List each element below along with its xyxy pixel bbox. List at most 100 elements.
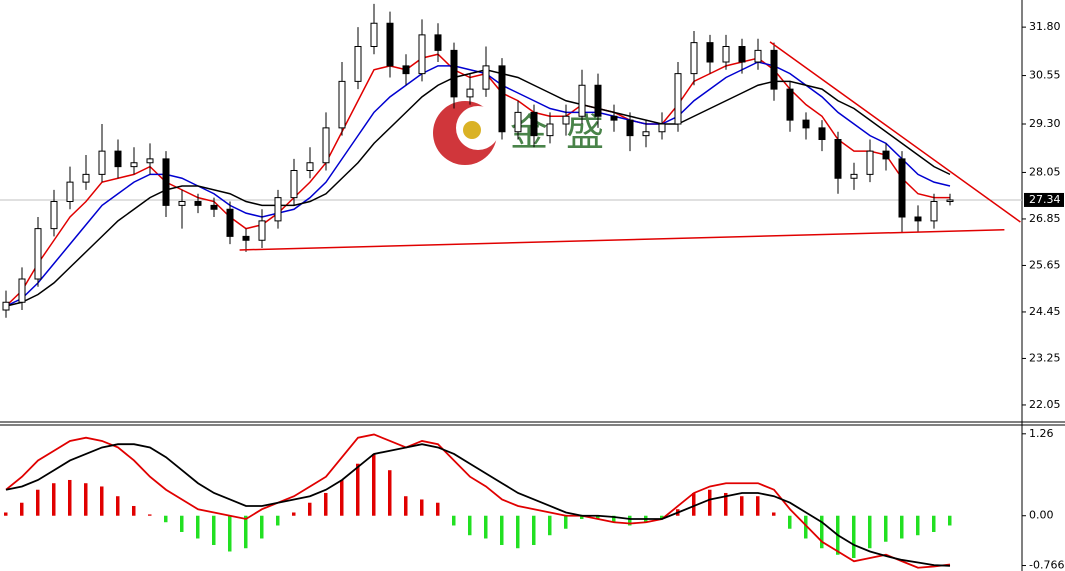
histogram-bar [756,496,760,516]
histogram-bar [516,515,520,549]
candle-body [930,201,938,222]
candle-body [578,84,586,117]
histogram-bar [692,492,696,516]
candle-body [130,162,138,168]
histogram-bar [276,515,280,526]
candle-body [146,158,154,164]
candle-body [562,115,570,125]
moving-average [5,53,950,307]
histogram-bar [868,515,872,549]
histogram-bar [324,492,328,516]
candle-body [626,119,634,137]
candle-body [290,170,298,199]
y-tick-label: 30.55 [1029,69,1061,82]
watermark-logo [463,121,481,139]
candle-body [482,65,490,90]
candle-body [338,80,346,129]
watermark: 金盛 [433,101,604,165]
y-tick-label: 31.80 [1029,20,1061,33]
candle-body [50,201,58,230]
histogram-bar [164,515,168,523]
histogram-bar [484,515,488,539]
histogram-bar [116,496,120,516]
histogram-bar [468,515,472,536]
y-tick-label: 23.25 [1029,351,1061,364]
histogram-bar [660,515,664,519]
candle-body [658,123,666,133]
histogram-bar [612,515,616,523]
histogram-bar [212,515,216,545]
histogram-bar [708,489,712,516]
macd-line [5,433,951,569]
histogram-bar [436,502,440,516]
candle-body [242,235,250,241]
candle-body [194,201,202,206]
histogram-bar [100,486,104,516]
candle-body [882,150,890,160]
histogram-bar [36,489,40,516]
candle-body [674,73,682,125]
histogram-bar [580,515,584,519]
candle-body [546,123,554,137]
candle-body [898,158,906,218]
candle-body [770,49,778,90]
candle-body [866,150,874,175]
candle-body [354,46,362,82]
histogram-bar [84,483,88,516]
histogram-bar [500,515,504,545]
histogram-bar [740,496,744,516]
histogram-bar [180,515,184,532]
candle-body [370,22,378,48]
histogram-bar [900,515,904,539]
candle-body [82,173,90,183]
moving-average [5,61,951,307]
candle-body [18,278,26,303]
candle-body [466,88,474,98]
histogram-bar [596,515,600,519]
histogram-bar [52,483,56,516]
candle-body [690,42,698,75]
histogram-bar [148,514,152,516]
histogram-bar [932,515,936,532]
histogram-bar [260,515,264,539]
candle-body [434,34,442,51]
histogram-bar [196,515,200,539]
macd-line [5,443,951,567]
candle-body [210,204,218,210]
histogram-bar [244,515,248,549]
histogram-bar [724,492,728,516]
candle-body [914,216,922,222]
histogram-bar [4,512,8,516]
candle-body [98,150,106,175]
y-tick-label: 0.00 [1029,509,1054,522]
histogram-bar [420,499,424,516]
last-price-box [1024,192,1064,207]
histogram-bar [340,479,344,516]
histogram-bar [548,515,552,536]
candle-body [386,22,394,67]
candle-body [322,127,330,164]
trendline [239,229,1005,251]
histogram-bar [884,515,888,542]
histogram-bar [228,515,232,552]
candle-body [610,115,618,121]
histogram-bar [404,496,408,516]
histogram-bar [788,515,792,529]
candle-body [450,49,458,98]
histogram-bar [916,515,920,536]
candle-body [418,34,426,75]
candle-body [498,65,506,133]
candle-body [594,84,602,117]
histogram-bar [452,515,456,526]
candle-body [818,127,826,141]
last-price-label: 27.34 [1029,193,1061,206]
candle-body [786,88,794,121]
candle-body [834,139,842,179]
candle-body [178,201,186,206]
y-tick-label: 29.30 [1029,117,1061,130]
y-tick-label: 24.45 [1029,305,1061,318]
y-tick-label: 1.26 [1029,427,1054,440]
candle-body [66,181,74,203]
y-tick-label: 25.65 [1029,258,1061,271]
